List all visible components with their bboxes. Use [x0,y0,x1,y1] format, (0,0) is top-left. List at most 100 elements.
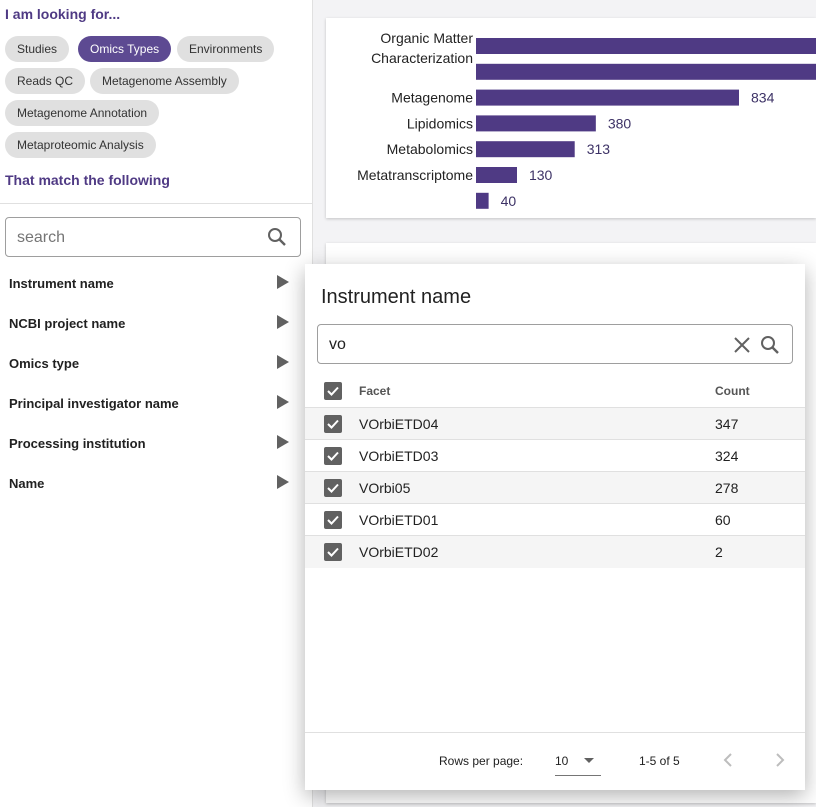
dropdown-arrow [584,758,594,763]
category-label: Metagenome [391,90,473,106]
expand-arrow[interactable] [277,395,289,409]
checkbox-check [327,547,339,557]
facet-name: VOrbi05 [359,480,411,496]
expand-arrow[interactable] [277,275,289,289]
dialog-search-value: vo [329,336,346,353]
row-checkbox[interactable] [324,543,342,561]
filter-label: Principal investigator name [9,396,179,411]
facet-count: 324 [715,448,739,464]
prev-page[interactable] [721,752,737,768]
expand-arrow[interactable] [277,475,289,489]
rows-per-page-value: 10 [555,754,569,768]
checkbox-check [327,451,339,461]
bar-value-label: 380 [608,115,632,131]
filter-label: Name [9,476,45,491]
filter-item[interactable]: Principal investigator name [9,395,289,411]
facet-count: 347 [715,416,739,432]
bar-value-label: 40 [501,193,517,209]
bar-value-label: 130 [529,167,553,183]
category-label: Metabolomics [387,141,473,157]
table-row[interactable]: VOrbiETD03 324 [305,439,805,472]
filter-chip[interactable]: Studies [5,36,70,62]
filter-chip[interactable]: Metagenome Annotation [5,100,160,126]
bar[interactable] [476,63,816,80]
dialog-title: Instrument name [321,286,472,308]
heading: I am looking for... [5,6,121,22]
chart: 1100Organic MatterCharacterization110083… [357,30,816,209]
subheading: That match the following [5,172,170,188]
next-page[interactable] [771,752,787,768]
chart-card: 1100Organic MatterCharacterization110083… [326,18,816,218]
clear-icon[interactable] [732,335,752,355]
sidebar: I am looking for... Studies Omics Types En… [0,0,313,807]
facet-name: VOrbiETD02 [359,544,439,560]
facet-count: 60 [715,512,731,528]
category-label: Lipidomics [407,115,473,131]
checkbox-box [324,511,342,529]
filter-chip[interactable]: Metagenome Assembly [90,68,239,94]
filter-label: Processing institution [9,436,146,451]
table-row[interactable]: VOrbiETD01 60 [305,503,805,536]
search-box[interactable]: search [5,217,301,257]
row-checkbox[interactable] [324,511,342,529]
search-placeholder: search [17,229,66,246]
expand-arrow[interactable] [277,435,289,449]
search-icon[interactable] [266,226,288,248]
select-all-checkbox[interactable] [324,382,342,400]
checkbox-box [324,543,342,561]
table-row[interactable]: VOrbiETD02 2 [305,535,805,568]
facet-name: VOrbiETD04 [359,416,439,432]
search-icon[interactable] [759,334,781,356]
filter-chip[interactable]: Environments [177,36,275,62]
page-range: 1-5 of 5 [639,754,680,768]
divider [0,203,312,204]
row-checkbox[interactable] [324,415,342,433]
footer-divider [305,732,805,733]
facet-name: VOrbiETD03 [359,448,439,464]
row-checkbox[interactable] [324,447,342,465]
bar-value-label: 834 [751,90,775,106]
category-label: Metatranscriptome [357,167,473,183]
filter-item[interactable]: Processing institution [9,435,289,451]
filter-chip[interactable]: Metaproteomic Analysis [5,132,156,158]
checkbox-check [327,515,339,525]
bar[interactable] [476,192,489,209]
filter-item[interactable]: Omics type [9,355,289,371]
checkbox-check [327,419,339,429]
table-row[interactable]: VOrbiETD04 347 [305,407,805,440]
category-label-line: Organic Matter [380,30,473,46]
checkbox-box [324,415,342,433]
bar[interactable] [476,141,575,158]
facet-name: VOrbiETD01 [359,512,439,528]
filter-item[interactable]: Name [9,475,289,491]
bar-value-label: 313 [587,141,611,157]
filter-label: Omics type [9,356,80,371]
bar[interactable] [476,167,517,183]
checkbox-box [324,447,342,465]
bar[interactable] [476,38,816,54]
rows-per-page-select[interactable]: 10 [555,745,601,776]
filter-label: Instrument name [9,276,114,291]
category-label: Organic Matter Characterization [371,30,473,66]
dialog-search[interactable]: vo [317,324,793,364]
facet-count: 278 [715,480,739,496]
filter-label: NCBI project name [9,316,126,331]
category-label-line: Characterization [371,50,473,66]
filter-item[interactable]: Instrument name [9,275,289,291]
table-row[interactable]: VOrbi05 278 [305,471,805,504]
filter-chip[interactable]: Omics Types [78,36,172,62]
expand-arrow[interactable] [277,355,289,369]
facet-dialog: Instrument name vo Facet Count VOrbiETD0… [305,264,805,790]
expand-arrow[interactable] [277,315,289,329]
checkbox-check [327,483,339,493]
checkbox-box [324,479,342,497]
rows-per-page-label: Rows per page: [439,754,524,768]
column-header[interactable]: Facet [359,384,391,398]
filter-chip[interactable]: Reads QC [5,68,86,94]
bar[interactable] [476,115,596,132]
filter-item[interactable]: NCBI project name [9,315,289,331]
row-checkbox[interactable] [324,479,342,497]
column-header[interactable]: Count [715,384,750,398]
bar[interactable] [476,89,739,106]
